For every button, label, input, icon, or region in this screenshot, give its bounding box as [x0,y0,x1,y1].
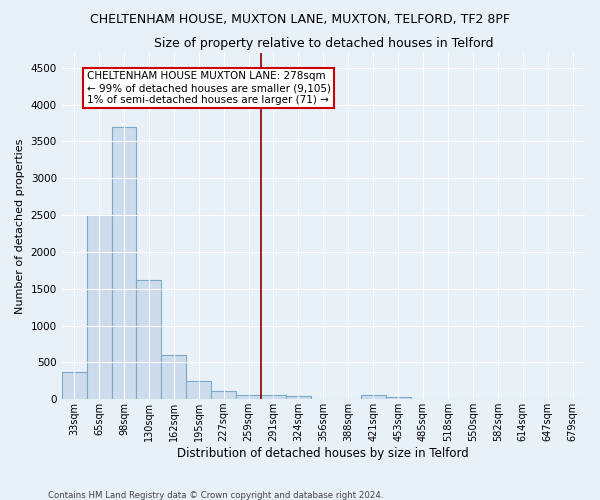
Text: Contains HM Land Registry data © Crown copyright and database right 2024.: Contains HM Land Registry data © Crown c… [48,490,383,500]
Bar [136,280,161,399]
Text: CHELTENHAM HOUSE, MUXTON LANE, MUXTON, TELFORD, TF2 8PF: CHELTENHAM HOUSE, MUXTON LANE, MUXTON, T… [90,12,510,26]
Bar [286,396,311,399]
Bar [386,396,410,399]
Bar [236,394,261,399]
Bar [86,215,112,399]
X-axis label: Distribution of detached houses by size in Telford: Distribution of detached houses by size … [178,447,469,460]
Bar [112,126,136,399]
Bar [361,394,386,399]
Title: Size of property relative to detached houses in Telford: Size of property relative to detached ho… [154,38,493,51]
Text: CHELTENHAM HOUSE MUXTON LANE: 278sqm
← 99% of detached houses are smaller (9,105: CHELTENHAM HOUSE MUXTON LANE: 278sqm ← 9… [86,72,331,104]
Bar [261,396,286,399]
Bar [211,392,236,399]
Bar [186,382,211,399]
Bar [161,355,186,399]
Y-axis label: Number of detached properties: Number of detached properties [15,138,25,314]
Bar [62,372,86,399]
